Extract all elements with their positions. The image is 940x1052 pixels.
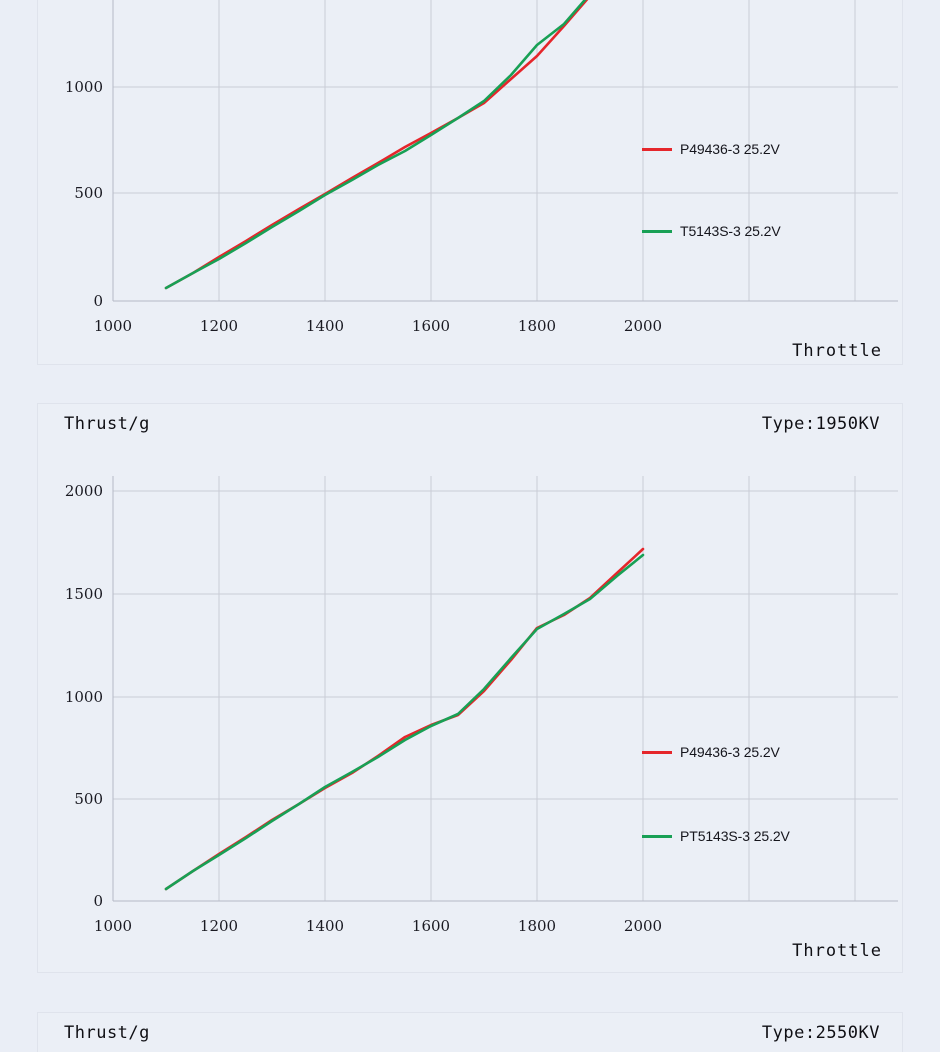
x-tick-2-1200: 1200 xyxy=(199,917,239,935)
y-axis-title-3: Thrust/g xyxy=(64,1023,150,1043)
x-tick-1-2000: 2000 xyxy=(623,317,663,335)
legend-swatch-green-2 xyxy=(642,834,672,838)
motor-type-label-3: Type:2550KV xyxy=(761,1023,880,1043)
legend-label-1-0: P49436-3 25.2V xyxy=(680,141,780,157)
x-tick-1-1600: 1600 xyxy=(411,317,451,335)
x-tick-2-2000: 2000 xyxy=(623,917,663,935)
axis-lines-1 xyxy=(112,0,898,302)
grid-lines-1 xyxy=(112,0,898,301)
plot-area-1: 0 500 1000 1000 1200 1400 1600 1800 2000… xyxy=(38,0,902,364)
legend-label-1-1: T5143S-3 25.2V xyxy=(680,223,781,239)
chart-svg-1 xyxy=(112,0,898,302)
legend-label-2-1: PT5143S-3 25.2V xyxy=(680,828,790,844)
chart-svg-2 xyxy=(112,476,898,902)
grid-lines-2 xyxy=(112,476,898,901)
y-tick-1-500: 500 xyxy=(74,184,103,202)
series-line-p49436-1 xyxy=(164,0,589,290)
series-line-p49436-2 xyxy=(164,547,645,891)
legend-item-2-0[interactable]: P49436-3 25.2V xyxy=(642,744,780,760)
x-tick-1-1800: 1800 xyxy=(517,317,557,335)
x-tick-2-1800: 1800 xyxy=(517,917,557,935)
x-tick-2-1600: 1600 xyxy=(411,917,451,935)
y-axis-title-2: Thrust/g xyxy=(64,414,150,434)
x-axis-title-1: Throttle xyxy=(792,341,882,361)
thrust-chart-panel-1300kv: Thrust/g Type:1300KV xyxy=(37,0,903,365)
legend-label-2-0: P49436-3 25.2V xyxy=(680,744,780,760)
thrust-chart-panel-1950kv: Thrust/g Type:1950KV xyxy=(37,403,903,973)
legend-swatch-green-1 xyxy=(642,229,672,233)
thrust-chart-panel-2550kv: Thrust/g Type:2550KV xyxy=(37,1012,903,1052)
x-tick-1-1400: 1400 xyxy=(305,317,345,335)
series-line-t5143s-1 xyxy=(164,0,587,290)
legend-item-1-1[interactable]: T5143S-3 25.2V xyxy=(642,223,781,239)
y-tick-2-0: 0 xyxy=(93,892,103,910)
y-tick-1-1000: 1000 xyxy=(64,78,103,96)
series-line-pt5143s-2 xyxy=(164,553,645,891)
y-tick-1-0: 0 xyxy=(93,292,103,310)
x-tick-1-1000: 1000 xyxy=(93,317,133,335)
x-axis-title-2: Throttle xyxy=(792,941,882,961)
legend-item-2-1[interactable]: PT5143S-3 25.2V xyxy=(642,828,790,844)
legend-swatch-red-1 xyxy=(642,147,672,151)
y-tick-2-500: 500 xyxy=(74,790,103,808)
y-tick-2-1500: 1500 xyxy=(64,585,103,603)
x-tick-1-1200: 1200 xyxy=(199,317,239,335)
plot-area-2: 0 500 1000 1500 2000 1000 1200 1400 1600… xyxy=(38,404,902,972)
motor-type-label-2: Type:1950KV xyxy=(761,414,880,434)
x-tick-2-1400: 1400 xyxy=(305,917,345,935)
y-tick-2-2000: 2000 xyxy=(64,482,103,500)
panel-3-header: Thrust/g Type:2550KV xyxy=(38,1013,902,1052)
axis-lines-2 xyxy=(112,476,898,902)
panel-2-header: Thrust/g Type:1950KV xyxy=(38,404,902,448)
legend-swatch-red-2 xyxy=(642,750,672,754)
x-tick-2-1000: 1000 xyxy=(93,917,133,935)
legend-item-1-0[interactable]: P49436-3 25.2V xyxy=(642,141,780,157)
y-tick-2-1000: 1000 xyxy=(64,688,103,706)
